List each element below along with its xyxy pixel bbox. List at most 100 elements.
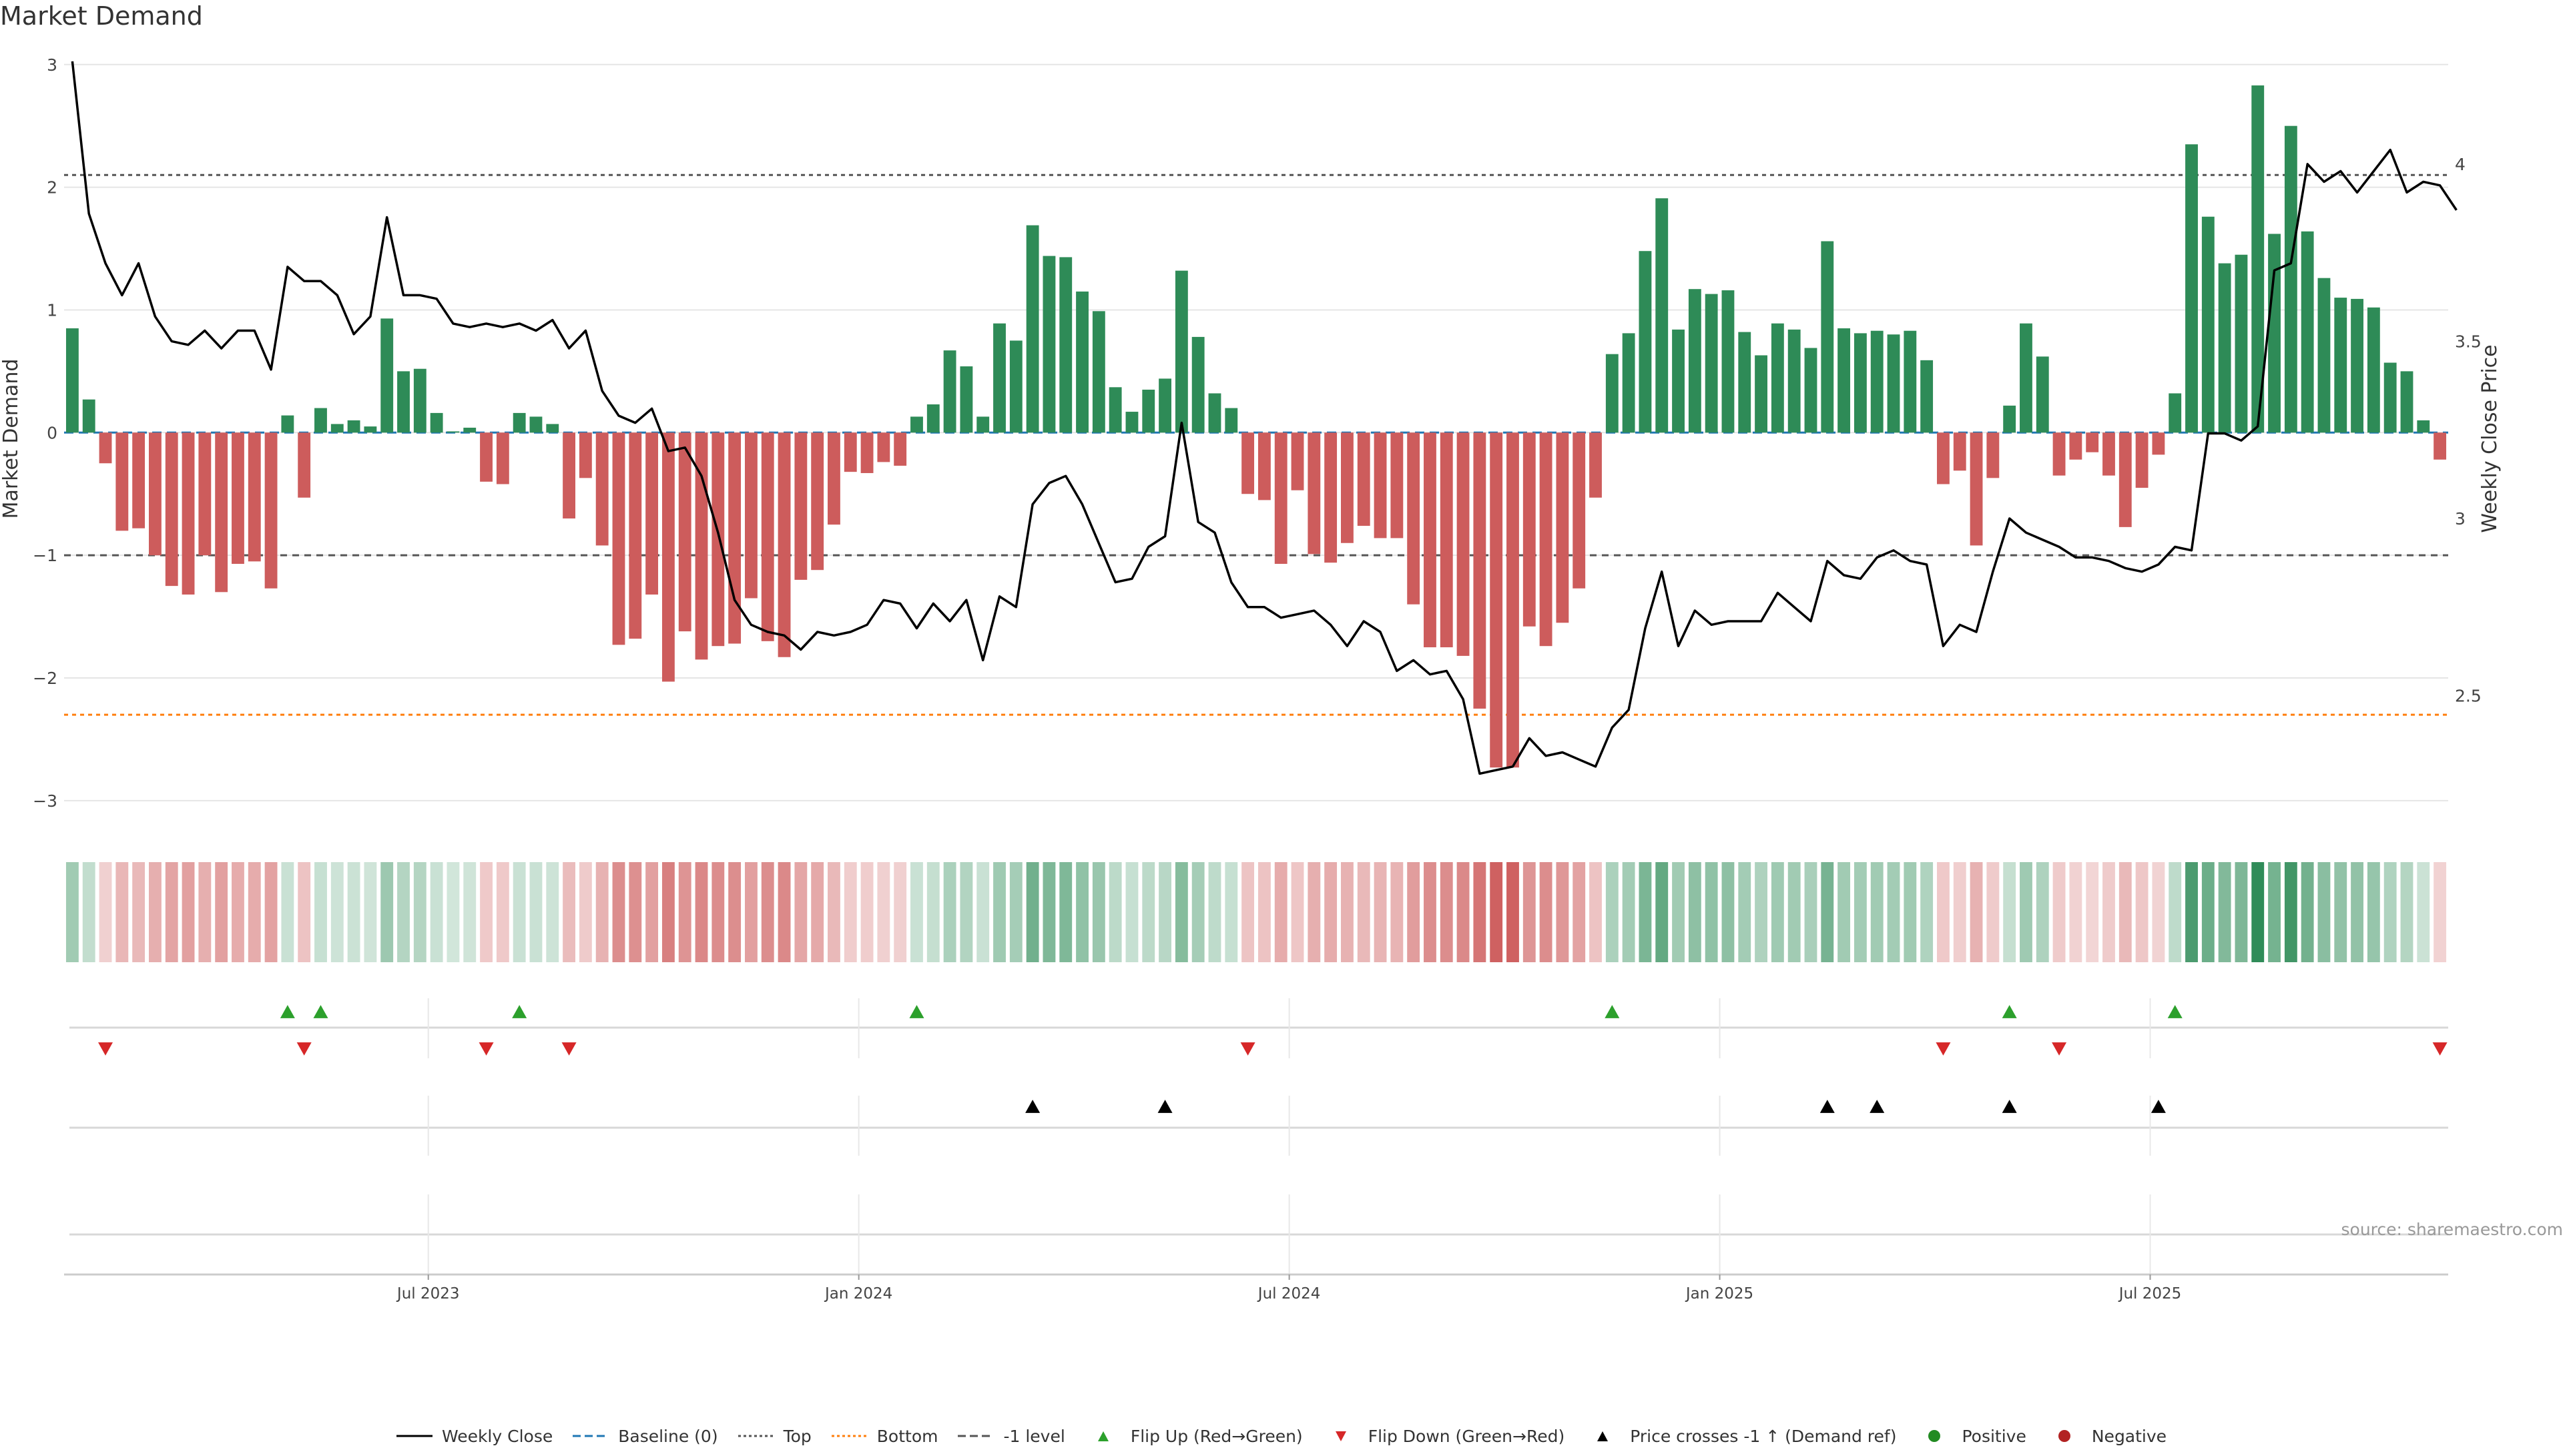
legend-label: Bottom	[877, 1427, 938, 1446]
demand-bar	[1556, 432, 1569, 623]
heat-cell	[662, 862, 675, 962]
demand-bar	[2235, 255, 2248, 433]
x-tick-label: Jan 2024	[824, 1285, 892, 1303]
heat-cell	[1506, 862, 1519, 962]
heat-cell	[115, 862, 128, 962]
heat-cell	[331, 862, 344, 962]
heat-cell	[2136, 862, 2149, 962]
legend-symbol-icon	[832, 1428, 868, 1444]
legend-symbol-icon	[396, 1428, 433, 1444]
heat-cell	[2169, 862, 2181, 962]
y2-tick-label: 3.5	[2455, 332, 2482, 351]
flip-up-marker	[280, 1005, 295, 1018]
heat-cell	[778, 862, 791, 962]
heat-cell	[2351, 862, 2363, 962]
heat-cell	[397, 862, 410, 962]
legend-item: Weekly Close	[396, 1427, 553, 1446]
flip-down-marker	[479, 1042, 494, 1056]
demand-bar	[2268, 234, 2281, 432]
legend-symbol-icon	[2046, 1428, 2082, 1444]
demand-bar	[1258, 432, 1271, 500]
demand-bar	[182, 432, 195, 595]
legend-item: Flip Down (Green→Red)	[1323, 1427, 1565, 1446]
x-tick-label: Jul 2023	[396, 1285, 460, 1303]
heat-cell	[728, 862, 741, 962]
legend-label: Flip Up (Red→Green)	[1131, 1427, 1303, 1446]
demand-bar	[1888, 334, 1900, 432]
y-tick-label: −2	[33, 669, 57, 688]
legend-item: -1 level	[958, 1427, 1065, 1446]
legend-label: -1 level	[1003, 1427, 1065, 1446]
heat-cell	[1854, 862, 1867, 962]
demand-bar	[645, 432, 658, 595]
heat-cell	[861, 862, 874, 962]
demand-bar	[1672, 330, 1685, 432]
heat-cell	[2020, 862, 2032, 962]
legend-item: Baseline (0)	[573, 1427, 718, 1446]
legend-item: Positive	[1916, 1427, 2026, 1446]
legend-triangle-down	[1336, 1431, 1346, 1441]
chart-legend: Weekly Close Baseline (0) Top Bottom -1 leve…	[0, 1416, 2563, 1456]
heat-cell	[1358, 862, 1370, 962]
demand-bar	[232, 432, 244, 564]
heat-cell	[182, 862, 195, 962]
legend-item: Top	[738, 1427, 812, 1446]
heat-cell	[976, 862, 989, 962]
demand-bar	[248, 432, 261, 561]
heat-cell	[944, 862, 956, 962]
demand-bar	[364, 426, 376, 432]
heat-cell	[2102, 862, 2115, 962]
demand-bar	[1854, 333, 1867, 432]
flip-down-marker	[1936, 1042, 1950, 1056]
demand-bar	[629, 432, 641, 639]
demand-bar	[2069, 432, 2082, 459]
heat-cell	[2318, 862, 2331, 962]
demand-bar	[828, 432, 840, 524]
demand-bar	[679, 432, 691, 631]
heat-cell	[2384, 862, 2397, 962]
heat-cell	[579, 862, 592, 962]
demand-bar	[563, 432, 575, 518]
demand-bar	[778, 432, 791, 657]
heat-cell	[380, 862, 393, 962]
demand-bar	[2285, 126, 2297, 433]
heat-cell	[546, 862, 559, 962]
demand-bar	[1606, 354, 1619, 433]
heat-cell	[1871, 862, 1884, 962]
legend-symbol-icon	[1585, 1428, 1621, 1444]
demand-bar	[1292, 432, 1304, 490]
demand-bar	[2152, 432, 2165, 454]
flip-down-marker	[297, 1042, 312, 1056]
heat-cell	[1788, 862, 1801, 962]
heat-cell	[265, 862, 278, 962]
heat-cell	[1738, 862, 1751, 962]
heat-cell	[1225, 862, 1237, 962]
flip-down-marker	[2052, 1042, 2066, 1056]
demand-bar	[480, 432, 493, 482]
demand-bar	[1871, 331, 1884, 433]
heat-cell	[1440, 862, 1453, 962]
heat-cell	[2152, 862, 2165, 962]
demand-bar	[2185, 144, 2198, 432]
heat-cell	[497, 862, 509, 962]
demand-bar	[910, 416, 923, 432]
demand-bar	[2334, 298, 2347, 432]
demand-bar	[1540, 432, 1552, 646]
demand-bar	[1241, 432, 1254, 494]
demand-bar	[66, 328, 79, 432]
demand-bar	[944, 350, 956, 432]
demand-bar	[2417, 420, 2430, 432]
heat-cell	[1027, 862, 1039, 962]
x-tick-label: Jan 2025	[1685, 1285, 1753, 1303]
heat-cell	[2219, 862, 2231, 962]
demand-bar	[927, 404, 940, 432]
heat-cell	[1655, 862, 1668, 962]
y2-axis-label: Weekly Close Price	[2478, 344, 2502, 532]
demand-bar	[546, 424, 559, 432]
flip-up-marker	[512, 1005, 527, 1018]
demand-bar	[513, 413, 526, 432]
legend-symbol-icon	[1916, 1428, 1952, 1444]
demand-bar	[447, 431, 460, 432]
heat-cell	[1954, 862, 1966, 962]
